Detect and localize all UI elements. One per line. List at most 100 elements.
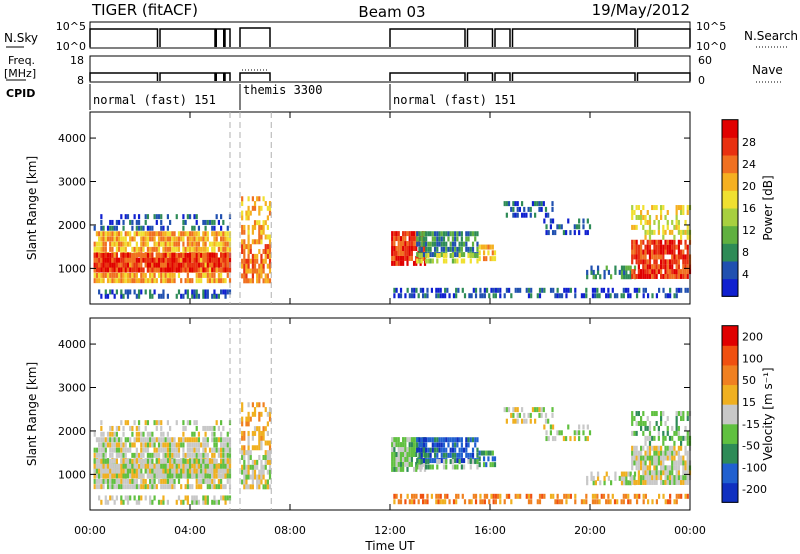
velocity-cell <box>684 479 687 485</box>
power-cell <box>137 219 141 225</box>
power-cell <box>516 201 519 207</box>
velocity-cell <box>100 447 103 453</box>
velocity-cell <box>640 460 643 466</box>
velocity-cell <box>104 442 107 448</box>
velocity-cell <box>111 431 114 437</box>
power-cell <box>140 267 143 273</box>
power-cell <box>197 272 201 278</box>
velocity-cell <box>258 435 261 441</box>
power-cell <box>395 260 398 266</box>
power-cell <box>437 293 440 299</box>
power-cell <box>451 241 455 247</box>
velocity-cell <box>204 447 207 453</box>
velocity-cell <box>262 454 265 460</box>
power-cell <box>408 246 411 252</box>
power-cell <box>582 218 585 224</box>
power-cell <box>195 241 198 247</box>
power-cell <box>642 249 645 255</box>
velocity-cell <box>598 499 601 505</box>
power-cell <box>266 244 269 250</box>
power-cell <box>677 249 680 255</box>
power-cell <box>410 287 414 293</box>
power-cell <box>155 214 158 220</box>
power-cell <box>241 273 244 279</box>
power-cell <box>228 267 232 273</box>
velocity-cell <box>204 442 207 448</box>
velocity-cell <box>153 420 156 426</box>
velocity-cell <box>586 480 589 486</box>
power-cell <box>266 234 269 240</box>
power-cell <box>523 212 526 218</box>
power-cell <box>144 236 147 242</box>
power-cell <box>133 257 136 263</box>
radar-title: TIGER (fitACF) <box>91 1 198 19</box>
velocity-cell <box>575 430 579 436</box>
velocity-cell <box>640 425 643 431</box>
velocity-cell <box>184 495 187 501</box>
nsky-segment <box>636 28 691 47</box>
velocity-cell <box>188 420 192 426</box>
power-cell <box>627 274 630 280</box>
power-cell <box>197 252 201 258</box>
velocity-cell <box>591 499 595 505</box>
velocity-cell <box>642 475 645 481</box>
velocity-cell <box>129 473 132 479</box>
power-cell <box>429 241 432 247</box>
velocity-cell <box>675 460 678 466</box>
velocity-cell <box>436 442 439 448</box>
velocity-cell <box>109 431 112 437</box>
velocity-cell <box>109 425 112 431</box>
power-cell <box>243 244 246 250</box>
velocity-cell <box>445 437 448 443</box>
power-cell <box>195 267 198 273</box>
velocity-cell <box>673 479 676 485</box>
power-cell <box>175 241 178 247</box>
velocity-cell <box>442 437 446 443</box>
power-cell <box>640 210 643 216</box>
velocity-cell <box>499 493 502 499</box>
power-cell <box>395 246 398 252</box>
velocity-cell <box>226 495 229 501</box>
velocity-cell <box>144 447 147 453</box>
velocity-cell <box>625 471 628 477</box>
power-cell <box>253 224 257 230</box>
power-cell <box>575 224 579 230</box>
power-cell <box>629 265 632 271</box>
power-cell <box>648 224 652 230</box>
power-cell <box>402 246 405 252</box>
velocity-cell <box>135 484 138 490</box>
power-cell <box>648 214 652 220</box>
power-cell <box>646 293 650 299</box>
velocity-cell <box>213 468 216 474</box>
velocity-cell <box>404 461 407 467</box>
velocity-cell <box>680 455 683 461</box>
velocity-cell <box>104 468 107 474</box>
velocity-cell <box>423 461 427 467</box>
velocity-cell <box>204 473 207 479</box>
power-cell <box>247 234 250 240</box>
power-cell <box>635 254 638 260</box>
velocity-cell <box>251 479 254 485</box>
power-cell <box>668 249 672 255</box>
power-cell <box>399 236 403 242</box>
power-cell <box>651 249 654 255</box>
power-cell <box>655 244 658 250</box>
power-cell <box>395 287 398 293</box>
velocity-cell <box>149 458 152 464</box>
velocity-cell <box>193 442 196 448</box>
power-cell <box>479 287 482 293</box>
velocity-cell <box>122 442 125 448</box>
velocity-cell <box>124 437 127 443</box>
power-cell <box>206 252 209 258</box>
velocity-cell <box>115 484 118 490</box>
velocity-cell <box>140 452 143 458</box>
colorbar-tick-label: 16 <box>742 202 756 215</box>
power-cell <box>429 231 432 237</box>
velocity-cell <box>146 473 150 479</box>
velocity-cell <box>155 468 158 474</box>
velocity-cell <box>402 437 405 443</box>
velocity-cell <box>195 468 198 474</box>
velocity-cell <box>404 447 407 453</box>
velocity-cell <box>668 465 672 471</box>
velocity-cell <box>142 431 145 437</box>
